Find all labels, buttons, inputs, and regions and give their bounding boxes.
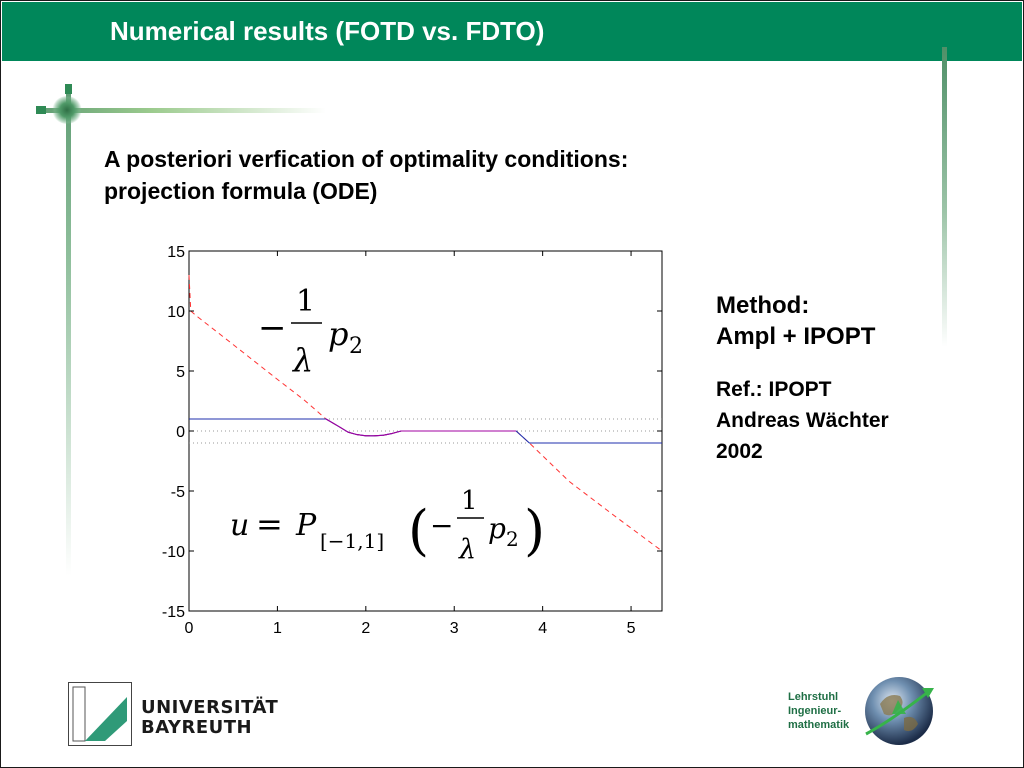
decorative-vertical-line	[66, 86, 71, 576]
upper-formula-numerator: 1	[296, 284, 315, 319]
upper-formula: − 1 λ p 2	[258, 284, 363, 379]
slide-heading: A posteriori verfication of optimality c…	[104, 143, 628, 207]
lower-formula-equals: =	[256, 505, 283, 543]
reference-line-2: Andreas Wächter	[716, 409, 889, 432]
chair-name-line-2: Ingenieur-	[788, 705, 842, 717]
lower-formula-rparen: )	[524, 499, 545, 562]
decorative-dash	[36, 106, 46, 114]
upper-formula-minus: −	[258, 308, 287, 348]
method-label: Method:	[716, 292, 810, 319]
method-panel: Method: Ampl + IPOPT Ref.: IPOPT Andreas…	[716, 290, 889, 467]
x-tick-label: 4	[538, 620, 547, 637]
title-bar: Numerical results (FOTD vs. FDTO)	[2, 2, 1022, 57]
chair-name-line-1: Lehrstuhl	[788, 691, 839, 703]
upper-formula-p: p	[328, 315, 348, 353]
lower-formula-P: P	[295, 508, 317, 543]
y-tick-label: 0	[176, 424, 185, 441]
series-layer	[188, 274, 663, 552]
lower-formula-p: p	[488, 512, 506, 545]
upper-formula-lambda: λ	[291, 341, 313, 379]
upper-formula-subscript: 2	[349, 334, 363, 359]
heading-line-2: projection formula (ODE)	[104, 178, 378, 204]
decorative-dot	[52, 96, 82, 124]
university-logo-icon	[68, 682, 132, 746]
series-line-2	[325, 418, 517, 437]
reference-line-1: Ref.: IPOPT	[716, 378, 832, 401]
lower-formula-subscript: 2	[506, 527, 519, 551]
lower-formula-minus: −	[430, 509, 453, 542]
lower-formula-lparen: (	[408, 499, 429, 562]
x-tick-label: 0	[185, 620, 194, 637]
chair-name-line-3: mathematik	[788, 719, 850, 731]
x-tick-label: 5	[627, 620, 636, 637]
y-tick-label: -15	[162, 604, 185, 621]
decorative-vertical-line-right	[942, 47, 947, 347]
y-tick-label: -10	[162, 544, 185, 561]
lower-formula-lambda: λ	[458, 534, 476, 565]
university-name: UNIVERSITÄT BAYREUTH	[141, 698, 278, 738]
x-tick-label: 3	[450, 620, 459, 637]
y-tick-label: 15	[167, 244, 185, 261]
slide-title: Numerical results (FOTD vs. FDTO)	[110, 16, 545, 46]
y-tick-label: -5	[171, 484, 185, 501]
globe-logo-icon	[862, 674, 936, 748]
chair-name: Lehrstuhl Ingenieur- mathematik	[788, 690, 849, 732]
tick-layer: 0 1 2 3 4 5 15 10 5 0 -5 -10 -15	[162, 244, 662, 637]
decorative-horizontal-line	[36, 108, 326, 113]
heading-line-1: A posteriori verfication of optimality c…	[104, 146, 629, 172]
x-tick-label: 1	[273, 620, 282, 637]
decorative-dash-vertical	[65, 84, 72, 94]
university-name-line-2: BAYREUTH	[141, 717, 253, 738]
method-value: Ampl + IPOPT	[716, 323, 876, 350]
title-underline	[2, 57, 1022, 61]
x-tick-label: 2	[361, 620, 370, 637]
university-name-line-1: UNIVERSITÄT	[141, 697, 279, 718]
y-tick-label: 5	[176, 364, 185, 381]
y-tick-label: 10	[167, 304, 185, 321]
lower-formula-interval: [−1,1]	[320, 529, 384, 553]
lower-formula-u: u	[230, 508, 249, 543]
reference-line-3: 2002	[716, 440, 763, 463]
lower-formula-numerator: 1	[461, 486, 478, 516]
lower-formula: u = P [−1,1] ( − 1 λ p 2 )	[230, 486, 545, 565]
